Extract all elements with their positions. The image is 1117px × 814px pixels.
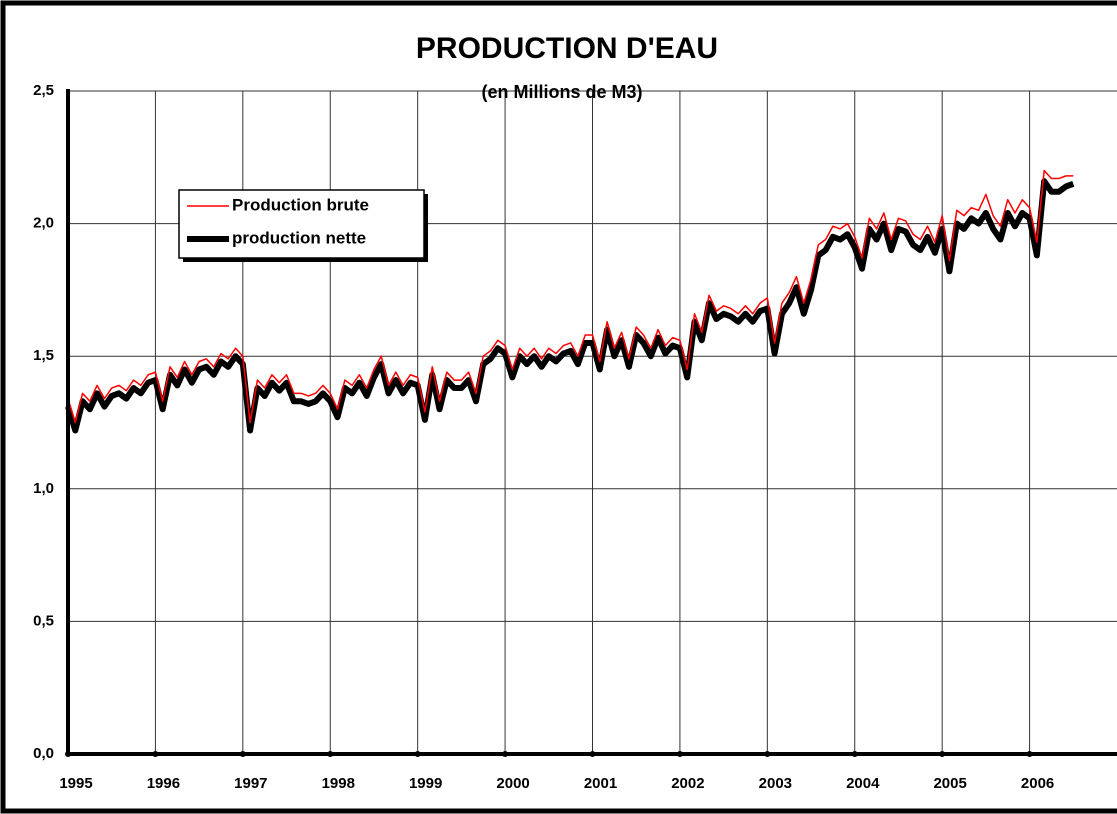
x-tick-mark <box>414 751 421 757</box>
x-tick-label: 2004 <box>846 775 880 792</box>
x-tick-mark <box>676 751 683 757</box>
y-tick-label: 2,5 <box>33 82 54 99</box>
x-tick-label: 1999 <box>409 775 442 792</box>
y-tick-label: 0,5 <box>33 612 54 629</box>
x-tick-label: 1996 <box>147 775 180 792</box>
x-tick-mark <box>589 751 596 757</box>
chart-subtitle: (en Millions de M3) <box>481 82 642 102</box>
y-tick-label: 1,5 <box>33 347 54 364</box>
x-tick-label: 2006 <box>1021 775 1054 792</box>
x-tick-mark <box>851 751 858 757</box>
x-tick-label: 1998 <box>322 775 355 792</box>
x-tick-label: 2000 <box>496 775 529 792</box>
x-tick-label: 2002 <box>671 775 704 792</box>
x-tick-label: 2003 <box>759 775 792 792</box>
y-tick-label: 2,0 <box>33 215 54 232</box>
x-tick-mark <box>1026 751 1033 757</box>
series-line <box>67 169 1074 424</box>
x-tick-mark <box>764 751 771 757</box>
chart-title: PRODUCTION D'EAU <box>416 32 718 65</box>
legend-box <box>178 189 425 259</box>
legend: Production brute production nette <box>178 189 428 262</box>
series-line <box>65 178 1075 434</box>
x-tick-mark <box>152 751 159 757</box>
x-tick-mark <box>239 751 246 757</box>
x-tick-label: 2001 <box>584 775 617 792</box>
x-tick-mark <box>939 751 946 757</box>
x-tick-mark <box>327 751 334 757</box>
x-tick-label: 1995 <box>59 775 92 792</box>
x-tick-label: 1997 <box>234 775 267 792</box>
y-tick-label: 1,0 <box>33 480 54 497</box>
x-tick-mark <box>502 751 509 757</box>
x-tick-mark <box>65 751 71 757</box>
legend-label: production nette <box>232 228 366 247</box>
x-tick-label: 2005 <box>933 775 966 792</box>
legend-label: Production brute <box>232 195 369 214</box>
y-tick-label: 0,0 <box>33 745 54 762</box>
